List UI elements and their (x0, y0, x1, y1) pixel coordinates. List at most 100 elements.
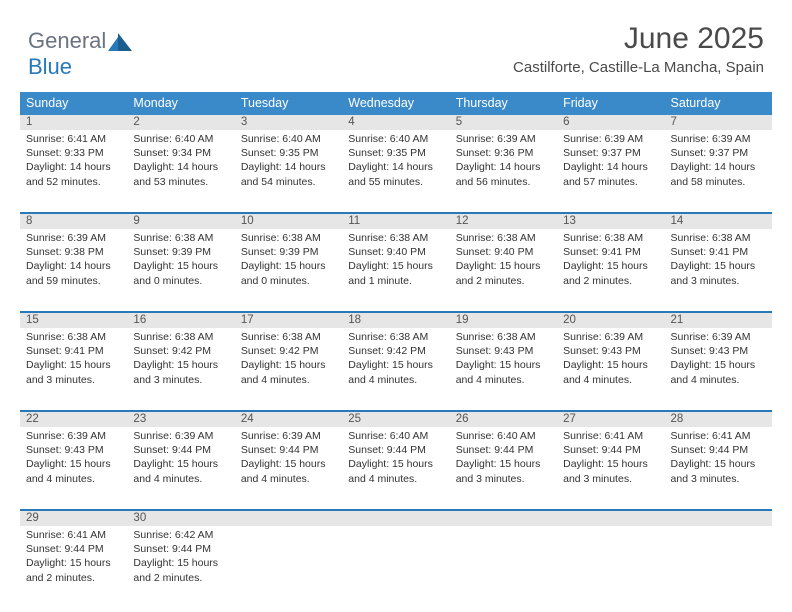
sunrise-line: Sunrise: 6:38 AM (456, 231, 551, 245)
sunrise-line: Sunrise: 6:38 AM (456, 330, 551, 344)
day-cell: Sunrise: 6:41 AMSunset: 9:44 PMDaylight:… (557, 427, 664, 509)
day-number: 5 (450, 115, 557, 130)
day-number: 12 (450, 214, 557, 229)
daylight-line: Daylight: 15 hours and 3 minutes. (456, 457, 551, 485)
sunrise-line: Sunrise: 6:38 AM (348, 231, 443, 245)
sunset-line: Sunset: 9:43 PM (563, 344, 658, 358)
day-number: 14 (665, 214, 772, 229)
sunrise-line: Sunrise: 6:39 AM (563, 132, 658, 146)
day-number: 11 (342, 214, 449, 229)
day-number (665, 511, 772, 526)
day-cell-empty (235, 526, 342, 608)
sunrise-line: Sunrise: 6:39 AM (671, 132, 766, 146)
sunrise-line: Sunrise: 6:39 AM (671, 330, 766, 344)
week-row: Sunrise: 6:39 AMSunset: 9:43 PMDaylight:… (20, 427, 772, 509)
week-row: Sunrise: 6:38 AMSunset: 9:41 PMDaylight:… (20, 328, 772, 410)
day-number: 21 (665, 313, 772, 328)
sunset-line: Sunset: 9:41 PM (671, 245, 766, 259)
daylight-line: Daylight: 14 hours and 58 minutes. (671, 160, 766, 188)
weekday-col-1: Monday (127, 92, 234, 115)
day-number (342, 511, 449, 526)
weekday-col-3: Wednesday (342, 92, 449, 115)
daynum-row: 2930 (20, 511, 772, 526)
sunrise-line: Sunrise: 6:38 AM (348, 330, 443, 344)
logo-text-2: Blue (28, 54, 72, 79)
day-cell: Sunrise: 6:38 AMSunset: 9:40 PMDaylight:… (450, 229, 557, 311)
title-block: June 2025 Castilforte, Castille-La Manch… (513, 22, 764, 76)
daylight-line: Daylight: 14 hours and 59 minutes. (26, 259, 121, 287)
sunset-line: Sunset: 9:35 PM (348, 146, 443, 160)
sunrise-line: Sunrise: 6:41 AM (671, 429, 766, 443)
logo-mark-icon (108, 33, 134, 51)
daylight-line: Daylight: 15 hours and 2 minutes. (133, 556, 228, 584)
day-number: 3 (235, 115, 342, 130)
daylight-line: Daylight: 14 hours and 55 minutes. (348, 160, 443, 188)
sunset-line: Sunset: 9:39 PM (133, 245, 228, 259)
day-number: 4 (342, 115, 449, 130)
daylight-line: Daylight: 15 hours and 4 minutes. (26, 457, 121, 485)
calendar: SundayMondayTuesdayWednesdayThursdayFrid… (20, 92, 772, 608)
sunrise-line: Sunrise: 6:38 AM (671, 231, 766, 245)
day-number: 7 (665, 115, 772, 130)
sunrise-line: Sunrise: 6:40 AM (241, 132, 336, 146)
sunrise-line: Sunrise: 6:41 AM (26, 528, 121, 542)
daylight-line: Daylight: 15 hours and 3 minutes. (133, 358, 228, 386)
day-number: 23 (127, 412, 234, 427)
day-number: 25 (342, 412, 449, 427)
day-number: 30 (127, 511, 234, 526)
sunset-line: Sunset: 9:44 PM (348, 443, 443, 457)
daylight-line: Daylight: 14 hours and 57 minutes. (563, 160, 658, 188)
sunset-line: Sunset: 9:42 PM (133, 344, 228, 358)
day-cell: Sunrise: 6:39 AMSunset: 9:43 PMDaylight:… (665, 328, 772, 410)
daylight-line: Daylight: 15 hours and 4 minutes. (563, 358, 658, 386)
daylight-line: Daylight: 14 hours and 54 minutes. (241, 160, 336, 188)
daylight-line: Daylight: 15 hours and 3 minutes. (26, 358, 121, 386)
sunset-line: Sunset: 9:34 PM (133, 146, 228, 160)
day-number: 8 (20, 214, 127, 229)
day-number: 2 (127, 115, 234, 130)
day-number: 26 (450, 412, 557, 427)
sunset-line: Sunset: 9:42 PM (348, 344, 443, 358)
sunset-line: Sunset: 9:44 PM (671, 443, 766, 457)
day-number: 28 (665, 412, 772, 427)
day-cell: Sunrise: 6:39 AMSunset: 9:37 PMDaylight:… (665, 130, 772, 212)
day-cell: Sunrise: 6:41 AMSunset: 9:44 PMDaylight:… (665, 427, 772, 509)
day-cell: Sunrise: 6:42 AMSunset: 9:44 PMDaylight:… (127, 526, 234, 608)
sunset-line: Sunset: 9:44 PM (133, 542, 228, 556)
daylight-line: Daylight: 15 hours and 0 minutes. (241, 259, 336, 287)
day-cell-empty (557, 526, 664, 608)
day-cell-empty (665, 526, 772, 608)
sunrise-line: Sunrise: 6:40 AM (133, 132, 228, 146)
day-cell: Sunrise: 6:39 AMSunset: 9:44 PMDaylight:… (127, 427, 234, 509)
day-cell: Sunrise: 6:38 AMSunset: 9:41 PMDaylight:… (557, 229, 664, 311)
sunset-line: Sunset: 9:41 PM (26, 344, 121, 358)
day-number: 15 (20, 313, 127, 328)
day-number: 6 (557, 115, 664, 130)
day-number: 18 (342, 313, 449, 328)
daylight-line: Daylight: 15 hours and 4 minutes. (456, 358, 551, 386)
daylight-line: Daylight: 15 hours and 4 minutes. (241, 457, 336, 485)
daynum-row: 15161718192021 (20, 313, 772, 328)
sunrise-line: Sunrise: 6:41 AM (26, 132, 121, 146)
day-cell: Sunrise: 6:38 AMSunset: 9:40 PMDaylight:… (342, 229, 449, 311)
day-number (235, 511, 342, 526)
daynum-row: 1234567 (20, 115, 772, 130)
day-cell: Sunrise: 6:38 AMSunset: 9:39 PMDaylight:… (127, 229, 234, 311)
day-cell: Sunrise: 6:39 AMSunset: 9:37 PMDaylight:… (557, 130, 664, 212)
daylight-line: Daylight: 15 hours and 4 minutes. (671, 358, 766, 386)
day-cell: Sunrise: 6:38 AMSunset: 9:41 PMDaylight:… (665, 229, 772, 311)
day-cell: Sunrise: 6:38 AMSunset: 9:42 PMDaylight:… (342, 328, 449, 410)
day-cell: Sunrise: 6:38 AMSunset: 9:43 PMDaylight:… (450, 328, 557, 410)
daylight-line: Daylight: 15 hours and 4 minutes. (348, 358, 443, 386)
sunset-line: Sunset: 9:43 PM (671, 344, 766, 358)
weekday-col-6: Saturday (665, 92, 772, 115)
sunset-line: Sunset: 9:40 PM (348, 245, 443, 259)
sunset-line: Sunset: 9:44 PM (563, 443, 658, 457)
day-cell: Sunrise: 6:41 AMSunset: 9:33 PMDaylight:… (20, 130, 127, 212)
day-number: 13 (557, 214, 664, 229)
daylight-line: Daylight: 15 hours and 4 minutes. (241, 358, 336, 386)
day-number: 20 (557, 313, 664, 328)
day-cell: Sunrise: 6:39 AMSunset: 9:43 PMDaylight:… (557, 328, 664, 410)
sunset-line: Sunset: 9:36 PM (456, 146, 551, 160)
sunrise-line: Sunrise: 6:39 AM (26, 231, 121, 245)
